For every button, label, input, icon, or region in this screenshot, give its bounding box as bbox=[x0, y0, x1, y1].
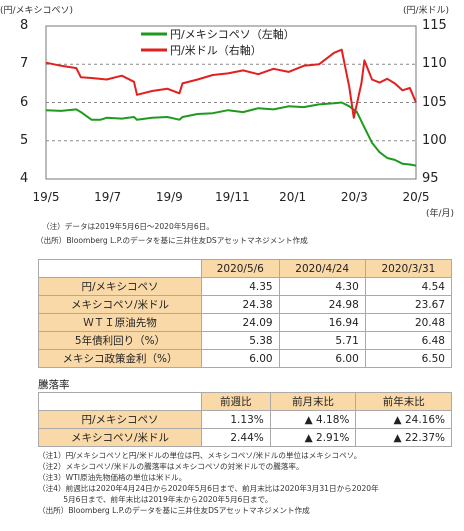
cell: 23.67 bbox=[364, 295, 453, 314]
table-row: メキシコ政策金利（%） 6.00 6.00 6.50 bbox=[38, 349, 453, 368]
footnote: （注1）円/メキシコペソと円/米ドルの単位は円、メキシコペソ/米ドルの単位はメキ… bbox=[38, 451, 362, 460]
chart-source: （出所）Bloomberg L.P.のデータを基に三井住友DSアセットマネジメン… bbox=[36, 236, 308, 245]
x-tick-label: 19/11 bbox=[215, 190, 250, 204]
header-corner bbox=[38, 392, 202, 411]
legend-label: 円/米ドル（右軸） bbox=[170, 43, 262, 57]
series-line-jpy-mxn bbox=[45, 101, 417, 167]
row-label: ＷＴＩ原油先物 bbox=[38, 313, 202, 332]
y-right-tick-label: 105 bbox=[422, 94, 447, 110]
market-data-table: 2020/5/6 2020/4/24 2020/3/31 円/メキシコペソ 4.… bbox=[38, 259, 453, 368]
gridlines bbox=[46, 63, 416, 142]
series-lines bbox=[45, 48, 417, 167]
left-axis-label: (円/メキシコペソ) bbox=[0, 6, 74, 16]
y-right-tick-label: 100 bbox=[422, 132, 447, 148]
x-tick-label: 19/5 bbox=[32, 190, 60, 204]
column-header: 前週比 bbox=[201, 392, 271, 411]
footnote: （出所）Bloomberg L.P.のデータを基に三井住友DSアセットマネジメン… bbox=[38, 506, 310, 515]
table-row: メキシコペソ/米ドル 24.38 24.98 23.67 bbox=[38, 295, 453, 314]
cell: ▲ 22.37% bbox=[355, 428, 452, 447]
cell: 4.54 bbox=[364, 277, 453, 296]
y-left-tick-label: 6 bbox=[20, 94, 29, 110]
cell: 6.50 bbox=[364, 349, 453, 368]
row-label: メキシコ政策金利（%） bbox=[38, 349, 202, 368]
header-corner bbox=[38, 259, 202, 278]
x-tick-label: 20/5 bbox=[402, 190, 430, 204]
cell: 24.98 bbox=[278, 295, 366, 314]
cell: ▲ 24.16% bbox=[355, 410, 452, 429]
cell: 24.38 bbox=[201, 295, 280, 314]
cell: 5.71 bbox=[278, 331, 366, 350]
y-left-tick-label: 7 bbox=[20, 56, 29, 72]
cell: 1.13% bbox=[201, 410, 271, 429]
column-header: 2020/5/6 bbox=[201, 259, 280, 278]
cell: 2.44% bbox=[201, 428, 271, 447]
y-left-tick-label: 8 bbox=[20, 18, 29, 33]
table-row: メキシコペソ/米ドル 2.44% ▲ 2.91% ▲ 22.37% bbox=[38, 428, 452, 447]
right-axis-label: (円/米ドル) bbox=[403, 6, 450, 16]
footnote: （注4）前週比は2020年4月24日から2020年5月6日まで、前月末比は202… bbox=[38, 484, 379, 493]
column-header: 前年末比 bbox=[355, 392, 452, 411]
cell: 16.94 bbox=[278, 313, 366, 332]
cell: ▲ 4.18% bbox=[269, 410, 357, 429]
y-right-tick-label: 95 bbox=[422, 171, 439, 186]
change-rate-title: 騰落率 bbox=[38, 379, 70, 391]
footnotes: （注1）円/メキシコペソと円/米ドルの単位は円、メキシコペソ/米ドルの単位はメキ… bbox=[38, 450, 379, 516]
row-label: 円/メキシコペソ bbox=[38, 410, 202, 429]
table-row: 円/メキシコペソ 1.13% ▲ 4.18% ▲ 24.16% bbox=[38, 410, 452, 429]
cell: 6.48 bbox=[364, 331, 453, 350]
footnote: 5月6日まで、前年末比は2019年末から2020年5月6日まで。 bbox=[38, 495, 273, 504]
table-row: 5年債利回り（%） 5.38 5.71 6.48 bbox=[38, 331, 453, 350]
table-header-row: 2020/5/6 2020/4/24 2020/3/31 bbox=[38, 259, 453, 278]
x-tick-label: 20/1 bbox=[279, 190, 307, 204]
cell: 24.09 bbox=[201, 313, 280, 332]
cell: 4.35 bbox=[201, 277, 280, 296]
row-label: メキシコペソ/米ドル bbox=[38, 428, 202, 447]
row-label: 5年債利回り（%） bbox=[38, 331, 202, 350]
cell: 20.48 bbox=[364, 313, 453, 332]
cell: 6.00 bbox=[201, 349, 280, 368]
column-header: 2020/3/31 bbox=[364, 259, 453, 278]
row-label: 円/メキシコペソ bbox=[38, 277, 202, 296]
footnote: （注3）WTI原油先物価格の単位は米ドル。 bbox=[38, 473, 187, 482]
row-label: メキシコペソ/米ドル bbox=[38, 295, 202, 314]
table-row: ＷＴＩ原油先物 24.09 16.94 20.48 bbox=[38, 313, 453, 332]
y-right-tick-label: 115 bbox=[422, 18, 447, 33]
table-header-row: 前週比 前月末比 前年末比 bbox=[38, 392, 452, 411]
y-right-tick-label: 110 bbox=[422, 56, 447, 72]
x-tick-label: 20/3 bbox=[340, 190, 368, 204]
cell: 4.30 bbox=[278, 277, 366, 296]
legend-label: 円/メキシコペソ（左軸） bbox=[170, 27, 295, 41]
table-row: 円/メキシコペソ 4.35 4.30 4.54 bbox=[38, 277, 453, 296]
cell: ▲ 2.91% bbox=[269, 428, 357, 447]
legend: 円/メキシコペソ（左軸） 円/米ドル（右軸） bbox=[141, 27, 295, 57]
footnote: （注2）メキシコペソ/米ドルの騰落率はメキシコペソの対米ドルでの騰落率。 bbox=[38, 462, 304, 471]
series-line-jpy-usd bbox=[45, 48, 417, 119]
change-rate-table: 前週比 前月末比 前年末比 円/メキシコペソ 1.13% ▲ 4.18% ▲ 2… bbox=[38, 392, 452, 447]
line-chart: 円/メキシコペソ（左軸） 円/米ドル（右軸） bbox=[45, 25, 417, 180]
cell: 5.38 bbox=[201, 331, 280, 350]
x-unit-label: (年/月) bbox=[426, 209, 455, 219]
column-header: 2020/4/24 bbox=[278, 259, 366, 278]
x-tick-label: 19/7 bbox=[94, 190, 122, 204]
y-left-tick-label: 5 bbox=[20, 132, 29, 148]
y-left-tick-label: 4 bbox=[20, 171, 29, 186]
cell: 6.00 bbox=[278, 349, 366, 368]
x-tick-label: 19/9 bbox=[155, 190, 183, 204]
chart-note: （注）データは2019年5月6日～2020年5月6日。 bbox=[42, 222, 214, 231]
column-header: 前月末比 bbox=[269, 392, 357, 411]
